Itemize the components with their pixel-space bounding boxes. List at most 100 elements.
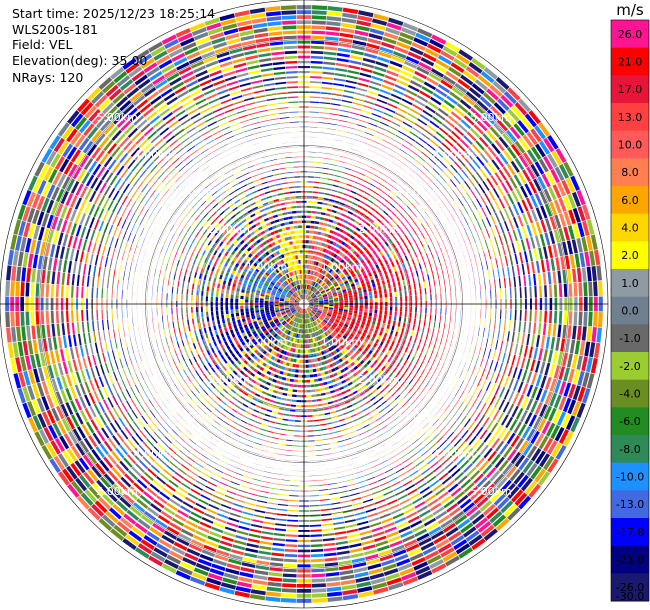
velocity-gate [304,294,306,300]
velocity-gate [87,507,101,521]
velocity-gate [379,341,384,347]
velocity-gate [363,329,368,334]
velocity-gate [426,457,436,465]
velocity-gate [326,291,332,295]
velocity-gate [313,297,318,301]
velocity-gate [462,361,467,370]
velocity-gate [356,427,364,432]
velocity-gate [363,179,370,184]
velocity-gate [558,212,567,227]
velocity-gate [390,424,397,430]
velocity-gate [356,369,362,375]
velocity-gate [345,282,350,287]
velocity-gate [477,520,492,533]
velocity-gate [333,266,338,271]
velocity-gate [442,522,456,533]
velocity-gate [312,308,317,312]
velocity-gate [394,331,399,337]
velocity-gate [325,463,334,465]
velocity-gate [99,443,109,455]
velocity-gate [256,328,261,333]
velocity-gate [355,333,361,338]
velocity-gate [333,337,338,342]
velocity-gate [449,339,453,348]
velocity-gate [486,507,500,520]
velocity-gate [326,314,331,319]
velocity-gate [323,152,332,155]
velocity-gate [444,285,447,293]
velocity-gate [259,545,272,551]
velocity-gate [435,249,439,257]
velocity-gate [566,353,573,368]
velocity-gate [384,198,391,204]
velocity-gate [333,297,339,301]
velocity-gate [365,95,377,101]
velocity-gate [333,144,342,147]
velocity-gate [312,196,319,199]
velocity-gate [345,131,355,135]
velocity-gate [480,261,484,271]
velocity-gate [266,430,274,433]
velocity-gate [417,276,420,283]
velocity-gate [353,165,361,169]
velocity-gate [418,406,424,413]
velocity-gate [417,155,426,162]
velocity-gate [313,315,317,320]
velocity-gate [272,542,285,547]
velocity-gate [394,311,398,317]
velocity-gate [429,383,434,391]
velocity-gate [377,362,382,368]
velocity-gate [286,311,292,315]
velocity-gate [307,297,312,301]
velocity-gate [363,136,372,141]
velocity-gate [412,228,418,236]
velocity-gate [475,426,484,437]
velocity-gate [314,304,319,306]
velocity-gate [431,34,447,45]
velocity-gate [399,332,403,339]
velocity-gate [359,353,364,359]
velocity-gate [168,432,176,440]
velocity-gate [409,289,412,296]
velocity-gate [325,572,340,577]
velocity-gate [287,357,291,362]
velocity-gate [420,449,429,457]
velocity-gate [345,473,355,477]
velocity-gate [359,211,366,217]
velocity-gate [333,296,338,299]
velocity-gate [352,562,367,568]
velocity-gate [111,466,123,479]
velocity-gate [396,558,411,567]
velocity-gate [396,521,409,529]
velocity-gate [245,501,256,506]
velocity-gate [186,338,190,345]
velocity-gate [289,490,299,492]
velocity-gate [360,67,373,74]
velocity-gate [266,370,272,375]
velocity-gate [367,404,374,409]
velocity-gate [321,328,325,333]
velocity-gate [246,466,255,470]
velocity-gate [343,348,348,353]
velocity-gate [573,282,578,297]
velocity-gate [144,369,149,378]
velocity-gate [322,162,330,165]
velocity-gate [414,289,417,296]
velocity-gate [118,417,126,428]
velocity-gate [275,321,280,325]
velocity-gate [281,333,286,338]
velocity-gate [379,89,392,96]
velocity-gate [494,139,505,152]
velocity-gate [499,443,509,455]
velocity-gate [275,369,281,374]
velocity-gate [239,370,245,375]
velocity-gate [207,572,223,581]
velocity-gate [344,323,349,328]
velocity-gate [360,279,365,284]
velocity-gate [453,399,460,408]
velocity-gate [261,390,268,395]
velocity-gate [197,558,212,567]
velocity-gate [361,252,367,258]
velocity-gate [396,195,402,201]
velocity-gate [370,195,377,200]
